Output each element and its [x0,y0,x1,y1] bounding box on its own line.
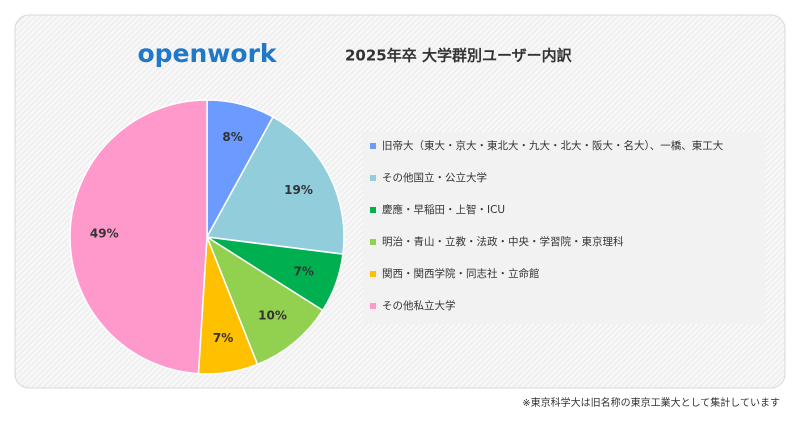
legend-marker [370,239,376,245]
chart-title: 2025年卒 大学群別ユーザー内訳 [345,47,573,65]
pie-slice [69,99,208,375]
data-label: 49% [90,226,119,240]
pie-slice [205,235,324,366]
data-label: 10% [258,309,287,323]
legend-marker [370,271,376,277]
legend-label: 関西・関西学院・同志社・立命館 [382,267,540,280]
legend-label: その他国立・公立大学 [382,171,487,184]
data-label: 7% [293,264,313,278]
legend-marker [370,143,376,149]
logo: openwork [137,39,277,68]
pie-slice [205,115,345,256]
legend-marker [370,303,376,309]
data-label: 19% [284,183,313,197]
legend-marker [370,207,376,213]
footnote: ※東京科学大は旧名称の東京工業大として集計しています [522,396,780,409]
legend-box [363,132,765,324]
legend-label: 明治・青山・立教・法政・中央・学習院・東京理科 [382,235,624,248]
legend-label: 慶應・早稲田・上智・ICU [382,203,505,216]
legend-marker [370,175,376,181]
legend-label: 旧帝大（東大・京大・東北大・九大・北大・阪大・名大）、一橋、東工大 [382,139,724,152]
data-label: 7% [213,331,233,345]
legend-label: その他私立大学 [382,299,456,312]
data-label: 8% [222,130,242,144]
